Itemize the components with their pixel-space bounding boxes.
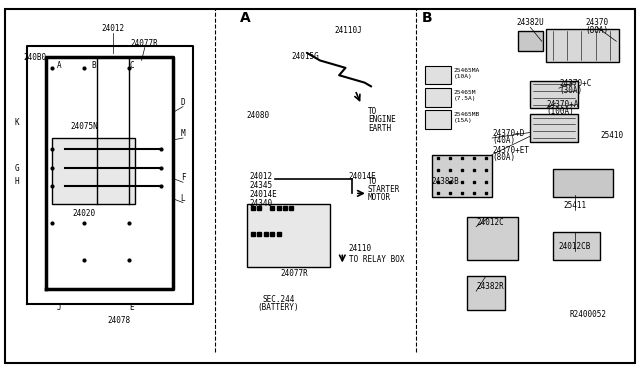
FancyBboxPatch shape xyxy=(552,232,600,260)
Text: J: J xyxy=(56,303,61,312)
FancyBboxPatch shape xyxy=(546,29,620,62)
FancyBboxPatch shape xyxy=(467,276,505,310)
Text: (80A): (80A) xyxy=(492,153,515,162)
Text: TO: TO xyxy=(368,107,377,116)
Text: TO RELAY BOX: TO RELAY BOX xyxy=(349,255,404,264)
Text: 24012: 24012 xyxy=(101,24,124,33)
FancyBboxPatch shape xyxy=(552,169,613,197)
Text: 25465MA
(10A): 25465MA (10A) xyxy=(454,68,480,79)
Text: 25465M
(7.5A): 25465M (7.5A) xyxy=(454,90,476,101)
Text: 24020: 24020 xyxy=(73,209,96,218)
Text: 24015G: 24015G xyxy=(291,52,319,61)
Text: 24370+C: 24370+C xyxy=(559,79,591,88)
Text: (BATTERY): (BATTERY) xyxy=(258,304,300,312)
Text: K: K xyxy=(14,118,19,127)
FancyBboxPatch shape xyxy=(246,205,330,267)
Text: 24077R: 24077R xyxy=(280,269,308,279)
Text: 24078: 24078 xyxy=(108,315,131,325)
FancyBboxPatch shape xyxy=(425,66,451,84)
Text: 240B0: 240B0 xyxy=(24,54,47,62)
Text: 24370: 24370 xyxy=(586,18,609,28)
Text: 25411: 25411 xyxy=(563,201,586,210)
Text: (80A): (80A) xyxy=(586,26,609,35)
Text: M: M xyxy=(180,129,186,138)
Text: (100A): (100A) xyxy=(546,107,574,116)
Text: 24080: 24080 xyxy=(246,111,270,120)
FancyBboxPatch shape xyxy=(52,138,135,205)
FancyBboxPatch shape xyxy=(531,114,578,142)
Text: B: B xyxy=(422,11,433,25)
Text: 24370+D: 24370+D xyxy=(492,129,524,138)
Text: 24110: 24110 xyxy=(349,244,372,253)
Text: C: C xyxy=(130,61,134,70)
Text: B: B xyxy=(92,61,96,70)
Text: 24075N: 24075N xyxy=(70,122,98,131)
Text: A: A xyxy=(56,61,61,70)
Text: 25465MB
(15A): 25465MB (15A) xyxy=(454,112,480,123)
Text: 24077R: 24077R xyxy=(131,39,159,48)
Text: 24382R: 24382R xyxy=(476,282,504,291)
Text: 24012C: 24012C xyxy=(476,218,504,227)
Text: 24345: 24345 xyxy=(250,181,273,190)
Text: E: E xyxy=(130,303,134,312)
Text: 24383B: 24383B xyxy=(431,177,460,186)
Text: ENGINE: ENGINE xyxy=(368,115,396,125)
Text: 24110J: 24110J xyxy=(335,26,362,35)
Text: 24370+A: 24370+A xyxy=(546,100,579,109)
Text: EARTH: EARTH xyxy=(368,124,391,133)
Text: 24370+ET: 24370+ET xyxy=(492,146,529,155)
FancyBboxPatch shape xyxy=(467,217,518,260)
Text: L: L xyxy=(180,194,186,203)
Text: 24012CB: 24012CB xyxy=(559,242,591,251)
FancyBboxPatch shape xyxy=(425,88,451,107)
FancyBboxPatch shape xyxy=(425,110,451,129)
Text: 24012: 24012 xyxy=(250,171,273,181)
Text: G: G xyxy=(14,164,19,173)
Text: D: D xyxy=(180,98,186,107)
Text: STARTER: STARTER xyxy=(368,185,400,194)
Text: F: F xyxy=(180,173,186,182)
Text: 24340: 24340 xyxy=(250,199,273,208)
Text: A: A xyxy=(241,11,251,25)
Text: SEC.244: SEC.244 xyxy=(262,295,295,304)
FancyBboxPatch shape xyxy=(518,31,543,51)
Text: 24014E: 24014E xyxy=(349,171,376,181)
FancyBboxPatch shape xyxy=(431,155,492,197)
Text: (40A): (40A) xyxy=(492,136,515,145)
Text: H: H xyxy=(14,177,19,186)
Text: TO: TO xyxy=(368,177,377,186)
Text: 24382U: 24382U xyxy=(516,18,544,28)
Text: 25410: 25410 xyxy=(600,131,623,140)
Text: 24014E: 24014E xyxy=(250,190,278,199)
Text: MOTOR: MOTOR xyxy=(368,193,391,202)
Text: R2400052: R2400052 xyxy=(569,310,606,319)
FancyBboxPatch shape xyxy=(531,81,578,109)
Text: (30A): (30A) xyxy=(559,86,582,95)
